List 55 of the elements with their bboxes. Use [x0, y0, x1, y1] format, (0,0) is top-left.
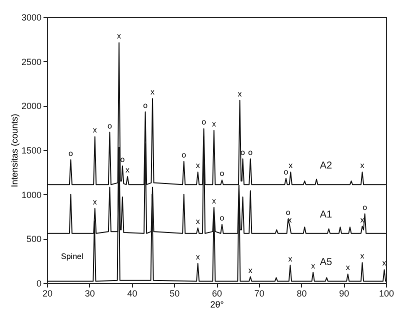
annotation: x: [150, 88, 155, 97]
annotation: Spinel: [61, 252, 84, 261]
annotation: x: [360, 215, 364, 224]
annotation: o: [284, 167, 289, 176]
annotation: x: [92, 198, 97, 207]
annotation: x: [311, 261, 316, 270]
x-tick-label: 100: [378, 288, 394, 298]
annotation: o: [120, 154, 126, 164]
annotation: o: [68, 148, 74, 158]
annotation: x: [346, 263, 350, 272]
annotation: o: [220, 213, 225, 222]
annotation: x: [248, 266, 252, 275]
annotation: o: [182, 150, 187, 160]
x-tick-label: 20: [42, 288, 53, 298]
annotation: x: [126, 166, 130, 175]
y-tick-label: 1500: [21, 146, 42, 156]
annotation: x: [117, 32, 122, 41]
annotation: x: [212, 119, 216, 128]
x-axis-title: 2θ°: [210, 300, 224, 310]
annotation: x: [196, 217, 200, 226]
annotation: o: [220, 169, 225, 178]
x-tick-label: 90: [339, 288, 350, 298]
annotation: x: [360, 161, 364, 170]
annotation: x: [212, 196, 216, 206]
series-label: A1: [320, 209, 333, 220]
annotation: x: [238, 89, 242, 98]
series-label: A2: [320, 160, 333, 172]
y-axis-title: Intensitas (counts): [9, 114, 20, 188]
annotation: o: [286, 208, 291, 218]
y-tick-label: 2500: [21, 56, 42, 67]
x-tick-label: 30: [84, 288, 95, 298]
x-tick-label: 40: [127, 288, 138, 298]
annotation: x: [360, 252, 364, 261]
annotation: o: [143, 100, 148, 110]
y-tick-label: 2000: [21, 101, 42, 112]
x-tick-label: 50: [170, 288, 180, 298]
annotation: x: [196, 252, 200, 262]
annotation: o: [107, 121, 112, 130]
y-tick-label: 1000: [21, 190, 42, 200]
y-tick-label: 0: [36, 278, 42, 288]
annotation: o: [362, 202, 368, 212]
x-tick-label: 60: [212, 288, 222, 298]
annotation: x: [382, 258, 386, 268]
x-tick-label: 80: [296, 288, 307, 298]
annotation: x: [288, 215, 292, 224]
x-tick-label: 70: [254, 288, 264, 298]
annotation: x: [288, 254, 292, 264]
annotation: o: [248, 148, 254, 157]
y-tick-label: 3000: [21, 12, 42, 22]
y-tick-label: 500: [26, 234, 42, 244]
series-label: A5: [320, 257, 333, 268]
annotation: x: [92, 126, 97, 135]
annotation: o: [202, 118, 207, 127]
annotation: x: [196, 161, 200, 170]
annotation: x: [288, 161, 293, 170]
